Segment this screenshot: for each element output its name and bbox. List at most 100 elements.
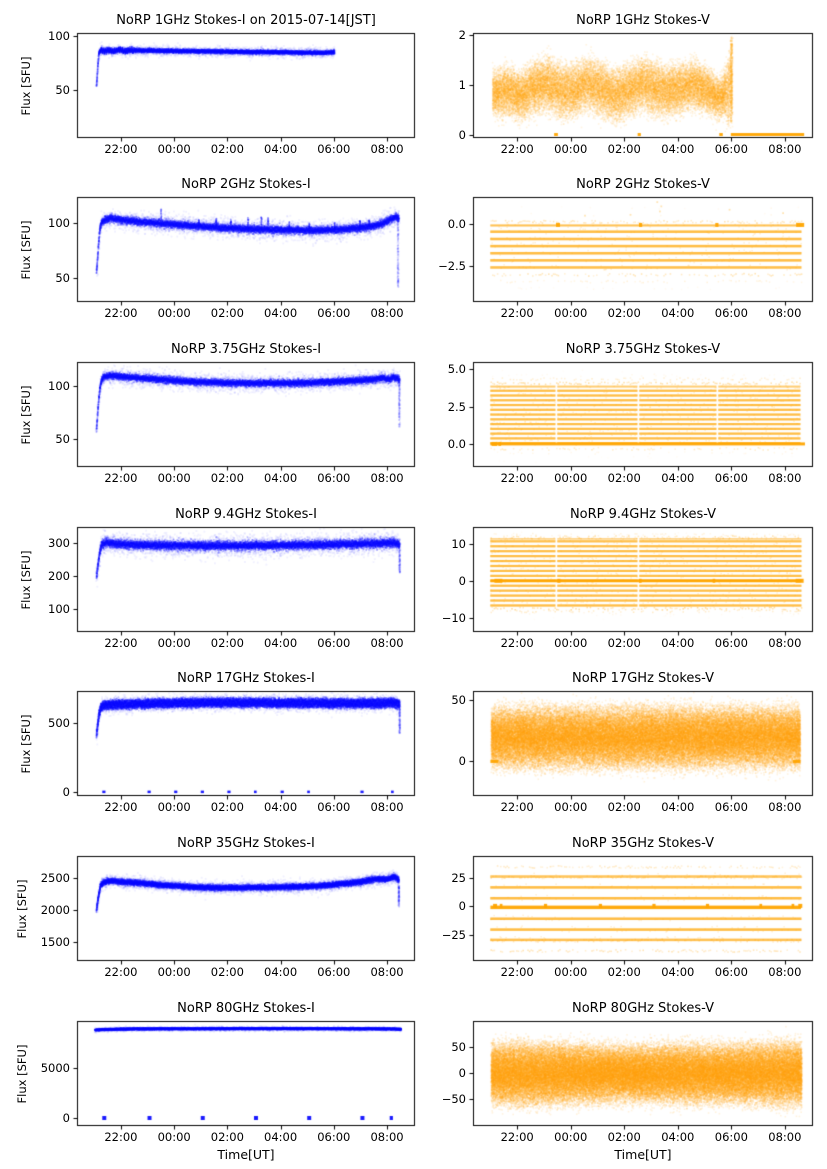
y-axis-label: Flux [SFU] (19, 385, 33, 444)
x-tick-label: 08:00 (370, 306, 404, 320)
x-tick-label: 08:00 (768, 636, 802, 650)
x-tick-label: 02:00 (607, 636, 641, 650)
x-tick-label: 04:00 (264, 800, 298, 814)
y-tick-label: 10 (451, 536, 466, 551)
subplot-title: NoRP 35GHz Stokes-V (572, 836, 714, 851)
y-tick-label: 0 (62, 1111, 70, 1125)
x-tick-label: 06:00 (317, 965, 351, 979)
x-tick-label: 08:00 (768, 800, 802, 814)
x-tick-label: 06:00 (317, 800, 351, 814)
x-tick-label: 02:00 (607, 471, 641, 485)
y-tick-label: 0.0 (447, 217, 466, 232)
y-tick-label: −10 (441, 610, 466, 625)
y-tick-label: 1500 (40, 935, 70, 950)
x-tick-label: 06:00 (317, 1130, 351, 1144)
x-tick-label: 02:00 (607, 965, 641, 979)
y-tick-label: 200 (48, 569, 70, 584)
y-tick-label: 50 (55, 270, 70, 285)
y-tick-label: 0 (458, 573, 466, 588)
subplot-title: NoRP 2GHz Stokes-V (576, 177, 710, 192)
y-axis-label: Flux [SFU] (19, 220, 33, 279)
y-tick-label: 300 (48, 536, 70, 551)
x-tick-label: 08:00 (768, 306, 802, 320)
y-tick-label: 100 (48, 378, 70, 393)
x-tick-label: 22:00 (500, 800, 534, 814)
subplot-title: NoRP 3.75GHz Stokes-V (565, 342, 721, 357)
y-tick-label: 0 (458, 899, 466, 914)
x-tick-label: 08:00 (370, 965, 404, 979)
x-tick-label: 08:00 (370, 800, 404, 814)
y-tick-label: 5.0 (447, 362, 466, 377)
x-tick-label: 22:00 (500, 965, 534, 979)
y-tick-label: 1 (458, 78, 466, 92)
x-tick-label: 04:00 (661, 636, 695, 650)
subplot-title: NoRP 17GHz Stokes-V (572, 671, 714, 686)
x-tick-label: 04:00 (661, 800, 695, 814)
x-tick-label: 06:00 (317, 306, 351, 320)
x-tick-label: 00:00 (554, 471, 588, 485)
subplot-title: NoRP 80GHz Stokes-V (572, 1001, 714, 1016)
y-tick-label: 0 (458, 1065, 466, 1080)
x-tick-label: 08:00 (370, 1130, 404, 1144)
x-tick-label: 00:00 (157, 1130, 191, 1144)
x-tick-label: 00:00 (554, 800, 588, 814)
subplot-title: NoRP 35GHz Stokes-I (177, 836, 315, 851)
y-tick-label: 0.0 (447, 436, 466, 451)
y-tick-label: 50 (55, 432, 70, 447)
y-tick-label: 5000 (40, 1061, 70, 1075)
x-tick-label: 00:00 (554, 306, 588, 320)
x-tick-label: 06:00 (317, 471, 351, 485)
x-tick-label: 06:00 (714, 142, 748, 156)
y-tick-label: −25 (441, 927, 466, 942)
y-tick-label: 50 (451, 1039, 466, 1054)
x-tick-label: 22:00 (104, 142, 138, 156)
y-tick-label: 100 (48, 29, 70, 44)
x-tick-label: 02:00 (210, 965, 244, 979)
subplot-title: NoRP 1GHz Stokes-V (576, 13, 710, 28)
x-tick-label: 06:00 (714, 965, 748, 979)
y-axis-label: Flux [SFU] (19, 714, 33, 773)
x-tick-label: 04:00 (661, 965, 695, 979)
x-tick-label: 08:00 (768, 471, 802, 485)
x-tick-label: 04:00 (661, 142, 695, 156)
x-tick-label: 04:00 (264, 636, 298, 650)
x-tick-label: 22:00 (104, 471, 138, 485)
x-tick-label: 04:00 (264, 965, 298, 979)
x-tick-label: 02:00 (607, 142, 641, 156)
y-tick-label: 0 (458, 754, 466, 769)
x-tick-label: 08:00 (370, 471, 404, 485)
x-tick-label: 02:00 (210, 471, 244, 485)
subplot-title: NoRP 9.4GHz Stokes-I (175, 507, 317, 522)
x-tick-label: 08:00 (370, 636, 404, 650)
x-tick-label: 22:00 (104, 1130, 138, 1144)
y-tick-label: 25 (451, 870, 466, 885)
x-axis-label: Time[UT] (614, 1147, 672, 1162)
x-tick-label: 06:00 (317, 636, 351, 650)
x-tick-label: 06:00 (714, 471, 748, 485)
x-tick-label: 00:00 (157, 636, 191, 650)
x-tick-label: 02:00 (210, 636, 244, 650)
x-tick-label: 22:00 (500, 306, 534, 320)
x-tick-label: 00:00 (157, 471, 191, 485)
subplot-title: NoRP 80GHz Stokes-I (177, 1001, 315, 1016)
x-tick-label: 02:00 (210, 1130, 244, 1144)
x-tick-label: 22:00 (104, 636, 138, 650)
x-tick-label: 00:00 (554, 1130, 588, 1144)
y-tick-label: 50 (55, 83, 70, 98)
x-tick-label: 02:00 (607, 306, 641, 320)
x-tick-label: 04:00 (661, 471, 695, 485)
x-tick-label: 22:00 (500, 636, 534, 650)
x-tick-label: 00:00 (157, 965, 191, 979)
x-tick-label: 22:00 (104, 306, 138, 320)
subplot-title: NoRP 17GHz Stokes-I (177, 671, 315, 686)
x-tick-label: 02:00 (607, 800, 641, 814)
x-tick-label: 00:00 (157, 800, 191, 814)
y-tick-label: 2500 (40, 870, 70, 885)
x-tick-label: 04:00 (264, 1130, 298, 1144)
x-tick-label: 02:00 (210, 306, 244, 320)
x-tick-label: 04:00 (264, 142, 298, 156)
subplot-title: NoRP 1GHz Stokes-I on 2015-07-14[JST] (116, 13, 376, 28)
y-tick-label: 100 (48, 602, 70, 617)
x-axis-label: Time[UT] (217, 1147, 275, 1162)
x-tick-label: 00:00 (157, 142, 191, 156)
